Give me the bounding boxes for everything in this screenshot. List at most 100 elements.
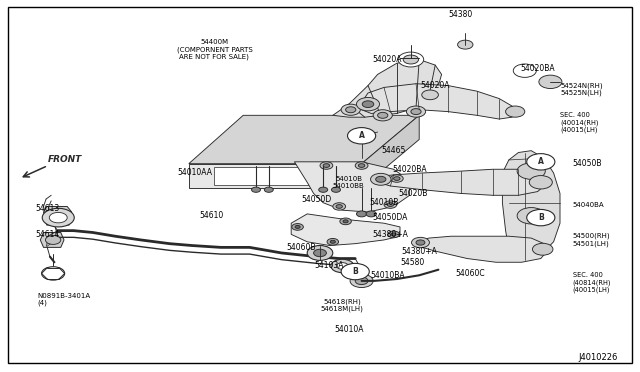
Text: 54380: 54380	[449, 10, 473, 19]
Circle shape	[292, 224, 303, 230]
Circle shape	[422, 90, 438, 100]
Circle shape	[341, 263, 369, 280]
Text: 54020A: 54020A	[372, 55, 402, 64]
Text: B: B	[538, 213, 543, 222]
Text: 54050D: 54050D	[301, 195, 332, 203]
Circle shape	[355, 162, 368, 169]
Text: N0891B-3401A
(4): N0891B-3401A (4)	[37, 293, 90, 306]
Text: 54020A: 54020A	[420, 81, 450, 90]
Circle shape	[340, 218, 351, 225]
Circle shape	[394, 177, 400, 180]
Circle shape	[411, 109, 421, 115]
Text: 54613: 54613	[35, 204, 60, 213]
Circle shape	[371, 173, 391, 185]
Circle shape	[348, 128, 376, 144]
Polygon shape	[362, 115, 419, 188]
Text: 54060B: 54060B	[286, 243, 316, 252]
Circle shape	[333, 203, 346, 210]
Circle shape	[391, 233, 396, 236]
Circle shape	[314, 249, 326, 257]
Circle shape	[319, 187, 328, 192]
Circle shape	[358, 164, 365, 167]
Circle shape	[398, 52, 424, 67]
Circle shape	[45, 235, 61, 244]
Text: 54500(RH)
54501(LH): 54500(RH) 54501(LH)	[573, 233, 611, 247]
Circle shape	[373, 110, 392, 121]
Circle shape	[539, 75, 562, 89]
Text: 54040BA: 54040BA	[573, 202, 604, 208]
Circle shape	[387, 203, 394, 206]
Text: 54020BA: 54020BA	[520, 64, 555, 73]
Text: 54050DA: 54050DA	[372, 213, 408, 222]
Text: A: A	[358, 131, 365, 140]
Polygon shape	[362, 84, 518, 119]
Circle shape	[264, 187, 273, 192]
Circle shape	[362, 101, 374, 108]
Circle shape	[366, 211, 376, 217]
Polygon shape	[214, 167, 336, 185]
Text: 54618(RH)
54618M(LH): 54618(RH) 54618M(LH)	[321, 298, 364, 312]
Polygon shape	[502, 151, 560, 260]
Circle shape	[343, 220, 348, 223]
Circle shape	[527, 154, 555, 170]
Text: A: A	[538, 157, 544, 166]
Text: 54380+A: 54380+A	[401, 247, 437, 256]
Text: 54020B: 54020B	[398, 189, 428, 198]
Circle shape	[42, 267, 65, 280]
Circle shape	[252, 187, 260, 192]
Circle shape	[390, 175, 403, 182]
Text: 54060C: 54060C	[456, 269, 485, 278]
Text: 54524N(RH)
54525N(LH): 54524N(RH) 54525N(LH)	[560, 82, 603, 96]
Circle shape	[384, 201, 397, 208]
Polygon shape	[291, 214, 400, 246]
Circle shape	[337, 263, 348, 269]
Polygon shape	[189, 115, 419, 164]
Circle shape	[517, 208, 545, 224]
Circle shape	[517, 163, 545, 179]
Circle shape	[412, 237, 429, 248]
Circle shape	[49, 212, 67, 223]
Circle shape	[330, 240, 335, 243]
Text: 54465: 54465	[381, 146, 406, 155]
Circle shape	[323, 164, 330, 167]
Circle shape	[331, 259, 354, 273]
Circle shape	[506, 106, 525, 117]
Circle shape	[307, 246, 333, 260]
Text: 54380+A: 54380+A	[372, 230, 408, 239]
Circle shape	[378, 112, 388, 118]
Text: J4010226: J4010226	[579, 353, 618, 362]
Text: SEC. 400
(40014(RH)
(40015(LH): SEC. 400 (40014(RH) (40015(LH)	[560, 112, 598, 133]
Circle shape	[341, 104, 360, 115]
Circle shape	[406, 106, 426, 117]
Polygon shape	[44, 206, 72, 225]
Circle shape	[532, 243, 553, 255]
Circle shape	[320, 162, 333, 169]
Text: B: B	[353, 267, 358, 276]
Circle shape	[336, 205, 342, 208]
Circle shape	[295, 225, 300, 228]
Text: FRONT: FRONT	[48, 155, 83, 164]
Text: SEC. 400
(40814(RH)
(40015(LH): SEC. 400 (40814(RH) (40015(LH)	[573, 272, 611, 293]
Text: 54610: 54610	[199, 211, 223, 220]
Circle shape	[416, 240, 425, 245]
Text: 54010B: 54010B	[369, 198, 399, 207]
Text: 54020BA: 54020BA	[392, 165, 427, 174]
Circle shape	[388, 231, 399, 238]
Polygon shape	[189, 164, 362, 188]
Circle shape	[356, 97, 380, 111]
Circle shape	[327, 238, 339, 245]
Circle shape	[376, 176, 386, 182]
Circle shape	[529, 176, 552, 189]
Circle shape	[346, 107, 356, 113]
Circle shape	[527, 209, 555, 226]
Circle shape	[355, 277, 368, 285]
Text: 54010B
54010BB: 54010B 54010BB	[333, 176, 365, 189]
Circle shape	[332, 187, 340, 192]
Text: 54580: 54580	[401, 258, 425, 267]
Polygon shape	[374, 169, 544, 195]
Text: 54050B: 54050B	[573, 159, 602, 168]
Circle shape	[403, 55, 419, 64]
Text: 54010BA: 54010BA	[370, 271, 404, 280]
Polygon shape	[40, 232, 64, 247]
Circle shape	[458, 40, 473, 49]
